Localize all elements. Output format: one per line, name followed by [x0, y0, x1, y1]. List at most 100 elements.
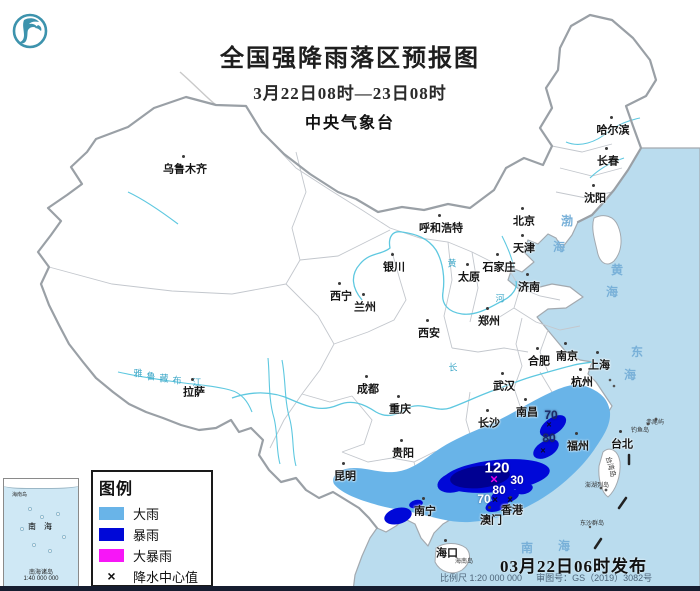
precip-value-5: 80 — [542, 431, 556, 445]
inset-region-label: 海南岛 — [12, 492, 28, 498]
city-dot-石家庄 — [496, 253, 499, 256]
city-label-太原: 太原 — [458, 271, 480, 284]
city-label-杭州: 杭州 — [571, 376, 593, 389]
sea-label-2: 黄 — [610, 263, 624, 277]
city-label-长春: 长春 — [597, 155, 619, 168]
sea-label-6: 南 — [520, 541, 534, 555]
legend-label-2: 大暴雨 — [133, 548, 173, 564]
precip-value-0: 120 — [484, 459, 510, 477]
city-dot-拉萨 — [191, 378, 194, 381]
cma-logo-icon — [12, 13, 48, 49]
city-label-西宁: 西宁 — [330, 290, 352, 303]
sea-label-0: 渤 — [560, 214, 574, 228]
city-label-南京: 南京 — [556, 350, 578, 363]
city-dot-长春 — [605, 147, 608, 150]
city-label-哈尔滨: 哈尔滨 — [596, 124, 630, 137]
city-label-沈阳: 沈阳 — [584, 192, 606, 205]
city-dot-重庆 — [397, 395, 400, 398]
approval-number: 审图号：GS（2019）3082号 — [536, 573, 653, 583]
island-label-1: 钓鱼岛 — [630, 428, 650, 434]
city-label-海口: 海口 — [436, 547, 458, 560]
sea-shape — [352, 147, 700, 591]
rain-storm-core — [450, 465, 510, 489]
legend-label-1: 暴雨 — [133, 527, 160, 543]
map-meta: 比例尺 1:20 000 000 审图号：GS（2019）3082号 — [440, 571, 700, 584]
city-dot-海口 — [444, 539, 447, 542]
island-label-0: 赤尾屿 — [645, 420, 665, 426]
sea-label-5: 海 — [623, 368, 637, 382]
inset-scale: 1:40 000 000 — [23, 576, 59, 582]
precip-center-marker-1: × — [492, 495, 498, 506]
precip-value-1: 30 — [510, 473, 524, 487]
rain-heavy-area — [333, 384, 611, 523]
legend-label-0: 大雨 — [133, 506, 160, 522]
inset-name-label: 南海诸岛 — [28, 570, 53, 576]
inset-islet — [20, 527, 24, 531]
island-marks — [588, 378, 658, 529]
precip-value-4: 70 — [544, 408, 558, 422]
city-label-南宁: 南宁 — [414, 505, 436, 518]
city-dot-昆明 — [342, 462, 345, 465]
city-label-石家庄: 石家庄 — [482, 261, 516, 274]
city-dot-杭州 — [579, 368, 582, 371]
map-scale: 比例尺 1:20 000 000 — [440, 573, 523, 583]
national-border — [36, 13, 658, 530]
sea-label-7: 海 — [557, 539, 571, 553]
legend-title: 图例 — [99, 481, 134, 498]
city-label-福州: 福州 — [567, 440, 589, 453]
city-dot-银川 — [391, 253, 394, 256]
inset-islet — [32, 543, 36, 547]
island-label-3: 澎湖列岛 — [584, 483, 610, 489]
city-dot-合肥 — [536, 347, 539, 350]
precip-value-2: 80 — [492, 483, 506, 497]
city-label-拉萨: 拉萨 — [183, 386, 205, 399]
inset-islet — [28, 507, 32, 511]
city-dot-北京 — [521, 207, 524, 210]
city-dot-香港 — [509, 496, 512, 499]
city-label-香港: 香港 — [501, 504, 523, 517]
river-label-5: 藏 — [159, 373, 169, 384]
city-dot-长沙 — [486, 409, 489, 412]
city-dot-济南 — [526, 273, 529, 276]
river-label-2: 长 — [448, 362, 458, 373]
city-dot-武汉 — [501, 372, 504, 375]
city-label-济南: 济南 — [518, 281, 540, 294]
legend-label-3: 降水中心值 — [133, 569, 199, 585]
city-label-昆明: 昆明 — [334, 470, 356, 483]
precip-value-3: 70 — [477, 492, 491, 506]
city-dot-天津 — [521, 234, 524, 237]
city-label-南昌: 南昌 — [516, 406, 538, 419]
river-label-1: 河 — [495, 293, 505, 304]
river-label-3: 雅 — [133, 368, 143, 379]
inset-islet — [56, 512, 60, 516]
sea-label-4: 东 — [630, 345, 644, 359]
city-label-乌鲁木齐: 乌鲁木齐 — [163, 163, 207, 176]
city-dot-台北 — [619, 430, 622, 433]
issued-time: 03月22日06时发布 — [500, 557, 647, 576]
city-dot-上海 — [596, 351, 599, 354]
island-label-5: 海南岛 — [454, 559, 474, 565]
inset-sea-label: 南海 — [28, 522, 60, 531]
bottom-strip — [0, 586, 700, 591]
legend-symbol-3: × — [107, 568, 116, 584]
taiwan-island — [598, 448, 621, 498]
hainan-island — [434, 543, 470, 574]
strait-marks — [593, 453, 631, 550]
city-label-台北: 台北 — [611, 438, 633, 451]
city-dot-郑州 — [486, 307, 489, 310]
inset-coastline — [4, 479, 78, 489]
city-dot-贵阳 — [400, 439, 403, 442]
precip-center-marker-4: × — [540, 445, 546, 456]
islands-group — [434, 378, 658, 574]
legend-item-大雨: 大雨 — [99, 506, 205, 522]
city-dot-乌鲁木齐 — [182, 155, 185, 158]
precip-center-marker-0: × — [490, 471, 498, 487]
city-label-西安: 西安 — [418, 327, 440, 340]
city-dot-呼和浩特 — [438, 214, 441, 217]
river-label-0: 黄 — [447, 258, 457, 269]
city-dot-西安 — [426, 319, 429, 322]
city-label-重庆: 重庆 — [389, 403, 411, 416]
city-dot-南昌 — [524, 398, 527, 401]
